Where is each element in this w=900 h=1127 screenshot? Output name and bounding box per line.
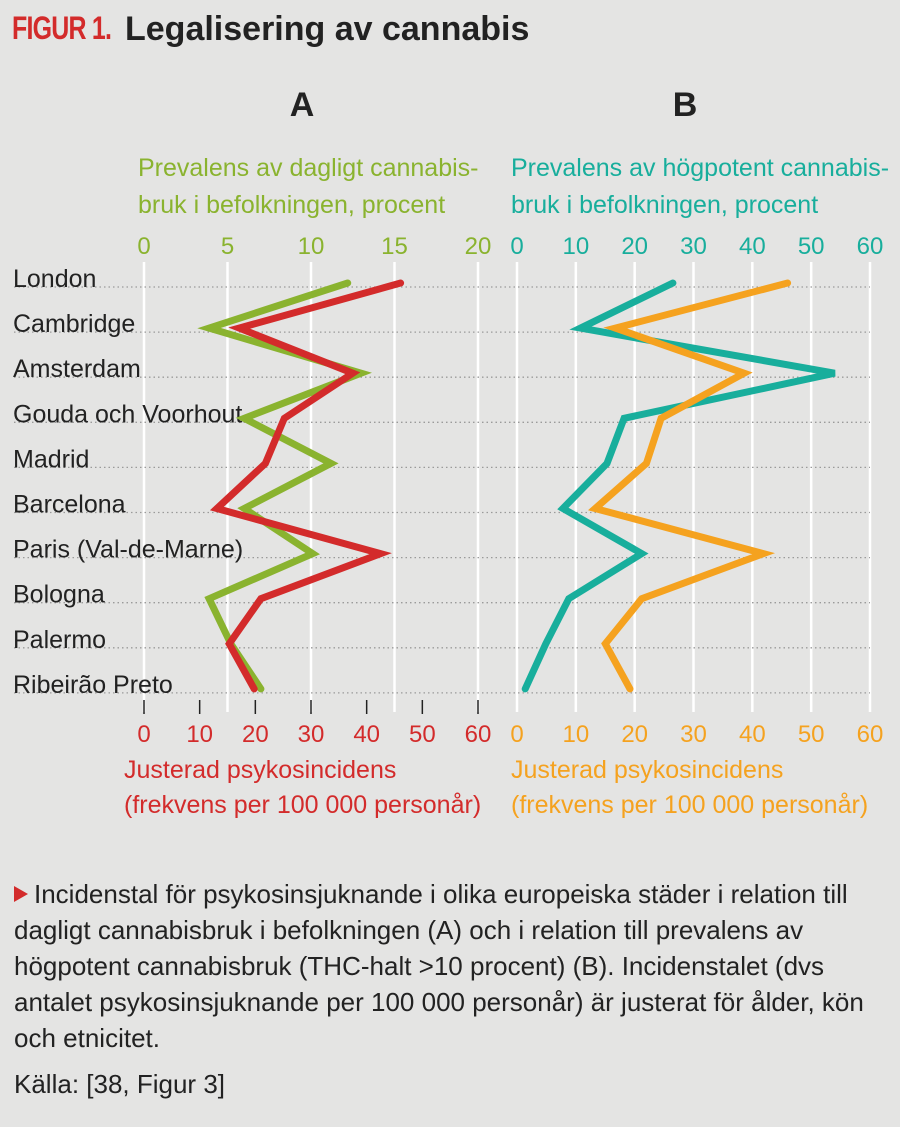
bottom-tick-label: 60 [857, 721, 884, 748]
bottom-tick-label: 40 [353, 721, 380, 748]
top-tick-label: 5 [221, 233, 234, 260]
top-axis-label: bruk i befolkningen, procent [511, 191, 818, 219]
category-label: Barcelona [13, 491, 126, 519]
category-label: Palermo [13, 626, 106, 654]
series-line-a-red [209, 279, 405, 693]
bottom-tick-label: 30 [298, 721, 325, 748]
top-tick-label: 60 [857, 233, 884, 260]
bottom-tick-label: 20 [621, 721, 648, 748]
bottom-tick-label: 60 [465, 721, 492, 748]
bottom-tick-label: 50 [798, 721, 825, 748]
caption-text: Incidenstal för psykosinsjuknande i olik… [14, 879, 864, 1053]
bottom-axis-label: Justerad psykosincidens [124, 756, 396, 784]
top-tick-label: 0 [137, 233, 150, 260]
figure-name: Legalisering av cannabis [125, 10, 530, 48]
bottom-tick-label: 20 [242, 721, 269, 748]
row-dotted-lines [14, 286, 870, 694]
bottom-tick-label: 10 [562, 721, 589, 748]
top-tick-label: 20 [621, 233, 648, 260]
category-label: London [13, 265, 96, 293]
top-tick-label: 10 [298, 233, 325, 260]
bottom-axis-label: (frekvens per 100 000 personår) [511, 791, 868, 819]
top-tick-label: 0 [510, 233, 523, 260]
figure-source: Källa: [38, Figur 3] [14, 1069, 225, 1099]
bottom-tick-label: 30 [680, 721, 707, 748]
figure-title: FIGUR 1. Legalisering av cannabis [12, 10, 529, 56]
series-line-b-teal [521, 279, 836, 693]
top-tick-label: 10 [562, 233, 589, 260]
figure-label: FIGUR 1. [12, 10, 112, 46]
category-label: Amsterdam [13, 355, 141, 383]
bottom-tick-label: 40 [739, 721, 766, 748]
chart-area: A B London Cambridge Amsterdam Gouda och Vo… [13, 86, 889, 819]
bottom-tick-label: 50 [409, 721, 436, 748]
axis-labels: Prevalens av dagligt cannabis-bruk i bef… [124, 154, 889, 819]
top-axis-label: Prevalens av dagligt cannabis- [138, 154, 478, 182]
category-label: Ribeirão Preto [13, 671, 173, 699]
category-labels: London Cambridge Amsterdam Gouda och Voorho… [13, 265, 243, 699]
top-tick-label: 50 [798, 233, 825, 260]
category-label: Cambridge [13, 310, 135, 338]
top-tick-label: 30 [680, 233, 707, 260]
panel-b-label: B [673, 86, 698, 124]
series-line-a-green [197, 279, 372, 693]
top-axis-label: Prevalens av högpotent cannabis- [511, 154, 889, 182]
category-label: Paris (Val-de-Marne) [13, 536, 243, 564]
bottom-axis-label: Justerad psykosincidens [511, 756, 783, 784]
category-label: Madrid [13, 445, 89, 473]
top-tick-label: 15 [381, 233, 408, 260]
category-label: Gouda och Voorhout [13, 400, 242, 428]
bottom-tick-label: 0 [510, 721, 523, 748]
caption-marker-icon [14, 886, 28, 902]
category-label: Bologna [13, 581, 105, 609]
series-lines [197, 279, 836, 693]
figure-caption: Incidenstal för psykosinsjuknande i olik… [14, 876, 884, 1056]
bottom-axis-label: (frekvens per 100 000 personår) [124, 791, 481, 819]
bottom-tick-label: 10 [186, 721, 213, 748]
bottom-tick-label: 0 [137, 721, 150, 748]
panel-a-label: A [290, 86, 315, 124]
top-tick-label: 20 [465, 233, 492, 260]
tick-labels: 0 5 10 15 20 0 10 20 30 40 50 60 0 10 20 30 40 50 60 0 10 20 3… [137, 233, 883, 748]
series-line-b-orange [587, 279, 792, 693]
top-axis-label: bruk i befolkningen, procent [138, 191, 445, 219]
top-tick-label: 40 [739, 233, 766, 260]
